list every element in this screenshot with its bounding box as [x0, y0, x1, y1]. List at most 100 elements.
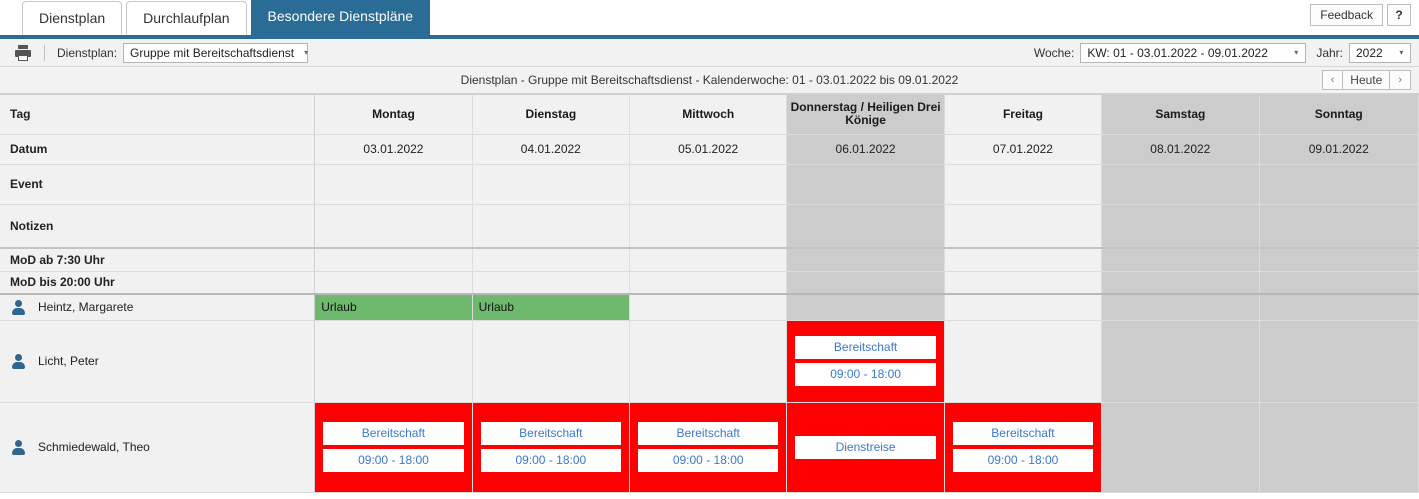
help-button[interactable]: ? [1387, 4, 1411, 26]
mod-bis-cell-samstag[interactable] [1101, 271, 1260, 295]
duty-time-chip[interactable]: 09:00 - 18:00 [323, 449, 464, 472]
day-header-samstag: Samstag [1101, 95, 1260, 135]
tab-durchlaufplan[interactable]: Durchlaufplan [126, 1, 247, 35]
event-cell-freitag[interactable] [944, 164, 1103, 205]
entry-label: Urlaub [478, 300, 514, 315]
duty-type-chip[interactable]: Bereitschaft [795, 336, 936, 359]
notes-cell-freitag[interactable] [944, 204, 1103, 249]
mod-bis-cell-freitag[interactable] [944, 271, 1103, 295]
event-cell-sonntag[interactable] [1259, 164, 1419, 205]
entry-cell[interactable] [314, 320, 473, 403]
mod-bis-cell-montag[interactable] [314, 271, 473, 295]
woche-select[interactable]: KW: 01 - 03.01.2022 - 09.01.2022 ▾ [1080, 42, 1307, 63]
duty-entry[interactable]: Bereitschaft 09:00 - 18:00 [630, 402, 787, 492]
dienstplan-select-value: Gruppe mit Bereitschaftsdienst [130, 45, 295, 60]
table-row-person: Heintz, Margarete Urlaub Urlaub [0, 294, 1419, 321]
jahr-select[interactable]: 2022 ▾ [1349, 42, 1411, 63]
duty-time-chip[interactable]: 09:00 - 18:00 [480, 449, 622, 472]
event-cell-montag[interactable] [314, 164, 473, 205]
table-row-mod-bis: MoD bis 20:00 Uhr [0, 271, 1419, 295]
duty-type-chip[interactable]: Bereitschaft [323, 422, 464, 445]
day-header-montag: Montag [314, 95, 473, 135]
duty-entry[interactable]: Bereitschaft 09:00 - 18:00 [472, 402, 630, 492]
entry-cell[interactable]: Urlaub [472, 294, 631, 321]
entry-cell[interactable] [629, 294, 788, 321]
entry-cell[interactable] [1101, 402, 1260, 493]
entry-cell[interactable]: Bereitschaft 09:00 - 18:00 [314, 402, 473, 493]
woche-label: Woche: [1033, 45, 1075, 60]
date-donnerstag: 06.01.2022 [786, 134, 945, 165]
entry-cell[interactable] [1101, 294, 1260, 321]
mod-ab-cell-freitag[interactable] [944, 248, 1103, 272]
mod-bis-cell-mittwoch[interactable] [629, 271, 788, 295]
duty-entry[interactable]: Bereitschaft 09:00 - 18:00 [787, 320, 944, 402]
duty-entry[interactable]: Bereitschaft 09:00 - 18:00 [315, 402, 472, 492]
table-row-datum: Datum 03.01.2022 04.01.2022 05.01.2022 0… [0, 134, 1419, 165]
duty-time-chip[interactable]: 09:00 - 18:00 [952, 449, 1094, 472]
entry-cell[interactable]: Bereitschaft 09:00 - 18:00 [472, 402, 631, 493]
event-cell-dienstag[interactable] [472, 164, 631, 205]
entry-cell[interactable]: Bereitschaft 09:00 - 18:00 [944, 402, 1103, 493]
entry-cell[interactable] [786, 294, 945, 321]
date-sonntag: 09.01.2022 [1259, 134, 1419, 165]
entry-cell[interactable] [944, 294, 1103, 321]
mod-ab-cell-donnerstag[interactable] [786, 248, 945, 272]
notes-cell-montag[interactable] [314, 204, 473, 249]
vacation-entry[interactable]: Urlaub [315, 295, 472, 320]
prev-week-button[interactable]: ‹ [1321, 70, 1344, 90]
today-button[interactable]: Heute [1342, 70, 1391, 90]
mod-ab-cell-montag[interactable] [314, 248, 473, 272]
schedule-grid: Tag Montag Dienstag Mittwoch Donnerstag … [0, 94, 1419, 493]
entry-cell[interactable]: Bereitschaft 09:00 - 18:00 [629, 402, 788, 493]
duty-type-chip[interactable]: Bereitschaft [638, 422, 779, 445]
duty-time-chip[interactable]: 09:00 - 18:00 [795, 363, 936, 386]
next-week-button[interactable]: › [1389, 70, 1411, 90]
duty-type-chip[interactable]: Bereitschaft [480, 422, 622, 445]
entry-cell[interactable] [1259, 402, 1419, 493]
tab-dienstplan[interactable]: Dienstplan [22, 1, 123, 35]
vacation-entry[interactable]: Urlaub [472, 295, 630, 320]
top-right-buttons: Feedback ? [1310, 4, 1411, 26]
entry-cell[interactable] [1101, 320, 1260, 403]
mod-ab-cell-samstag[interactable] [1101, 248, 1260, 272]
mod-bis-cell-sonntag[interactable] [1259, 271, 1419, 295]
entry-cell[interactable] [1259, 294, 1419, 321]
notes-cell-donnerstag[interactable] [786, 204, 945, 249]
duty-entry[interactable]: Dienstreise [787, 402, 944, 492]
notes-cell-dienstag[interactable] [472, 204, 631, 249]
entry-cell[interactable]: Bereitschaft 09:00 - 18:00 [786, 320, 945, 403]
entry-cell[interactable] [1259, 320, 1419, 403]
chevron-down-icon: ▾ [304, 48, 309, 57]
subtitle-bar: Dienstplan - Gruppe mit Bereitschaftsdie… [0, 67, 1419, 94]
duty-type-chip[interactable]: Bereitschaft [952, 422, 1094, 445]
tab-besondere-dienstplaene[interactable]: Besondere Dienstpläne [250, 0, 431, 35]
mod-bis-cell-donnerstag[interactable] [786, 271, 945, 295]
mod-bis-cell-dienstag[interactable] [472, 271, 631, 295]
date-mittwoch: 05.01.2022 [629, 134, 788, 165]
duty-type-chip[interactable]: Dienstreise [795, 435, 936, 459]
feedback-button[interactable]: Feedback [1310, 4, 1383, 26]
duty-entry[interactable]: Bereitschaft 09:00 - 18:00 [944, 402, 1102, 492]
printer-icon[interactable] [14, 44, 32, 61]
table-row-header: Tag Montag Dienstag Mittwoch Donnerstag … [0, 95, 1419, 135]
duty-time-chip[interactable]: 09:00 - 18:00 [638, 449, 779, 472]
mod-ab-cell-sonntag[interactable] [1259, 248, 1419, 272]
entry-cell[interactable] [472, 320, 631, 403]
mod-ab-cell-dienstag[interactable] [472, 248, 631, 272]
mod-ab-cell-mittwoch[interactable] [629, 248, 788, 272]
entry-cell[interactable] [629, 320, 788, 403]
entry-cell[interactable]: Urlaub [314, 294, 473, 321]
day-header-mittwoch: Mittwoch [629, 95, 788, 135]
person-icon [10, 439, 26, 455]
notes-cell-mittwoch[interactable] [629, 204, 788, 249]
entry-cell[interactable] [944, 320, 1103, 403]
entry-cell[interactable]: Dienstreise [786, 402, 945, 493]
dienstplan-select[interactable]: Gruppe mit Bereitschaftsdienst ▾ [123, 42, 309, 63]
event-cell-donnerstag[interactable] [786, 164, 945, 205]
event-cell-mittwoch[interactable] [629, 164, 788, 205]
notes-cell-samstag[interactable] [1101, 204, 1260, 249]
woche-select-value: KW: 01 - 03.01.2022 - 09.01.2022 [1087, 45, 1268, 60]
notes-cell-sonntag[interactable] [1259, 204, 1419, 249]
person-cell: Licht, Peter [0, 320, 316, 403]
event-cell-samstag[interactable] [1101, 164, 1260, 205]
